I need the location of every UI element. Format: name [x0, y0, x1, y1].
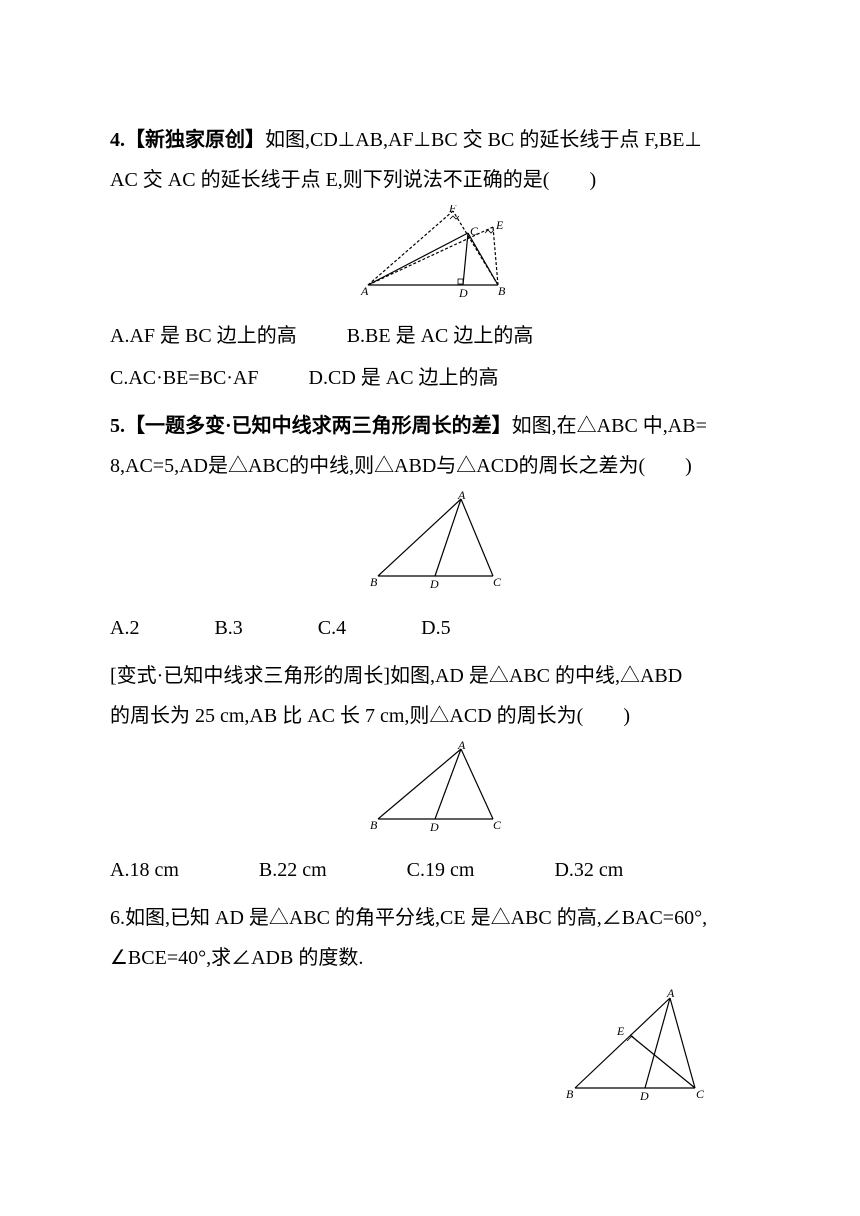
svg-text:E: E [495, 218, 504, 232]
q5-tag: 【一题多变·已知中线求两三角形周长的差】 [125, 415, 512, 437]
q6-line2: ∠BCE=40°,求∠ADB 的度数. [110, 938, 760, 978]
svg-text:C: C [696, 1087, 705, 1101]
svg-text:A: A [457, 491, 466, 502]
q5-options: A.2 B.3 C.4 D.5 [110, 608, 760, 648]
svg-text:A: A [457, 741, 466, 752]
svg-text:D: D [639, 1089, 649, 1103]
q5-line2: 8,AC=5,AD是△ABC的中线,则△ABD与△ACD的周长之差为( ) [110, 446, 760, 486]
q5v-option-a: A.18 cm [110, 850, 179, 890]
q4-option-b: B.BE 是 AC 边上的高 [347, 316, 534, 356]
svg-text:D: D [429, 577, 439, 589]
q5v-line2: 的周长为 25 cm,AB 比 AC 长 7 cm,则△ACD 的周长为( ) [110, 696, 760, 736]
q6-figure: A B C D E [110, 988, 760, 1117]
svg-text:B: B [566, 1087, 574, 1101]
svg-text:D: D [458, 286, 468, 297]
q5-text1: 如图,在△ABC 中,AB= [512, 415, 707, 437]
q4-line1: 4.【新独家原创】如图,CD⊥AB,AF⊥BC 交 BC 的延长线于点 F,BE… [110, 120, 760, 160]
question-5: 5.【一题多变·已知中线求两三角形周长的差】如图,在△ABC 中,AB= 8,A… [110, 406, 760, 648]
q5v-line1: [变式·已知中线求三角形的周长]如图,AD 是△ABC 的中线,△ABD [110, 656, 760, 696]
q6-line1: 6.如图,已知 AD 是△ABC 的角平分线,CE 是△ABC 的高,∠BAC=… [110, 898, 760, 938]
q4-line2: AC 交 AC 的延长线于点 E,则下列说法不正确的是( ) [110, 160, 760, 200]
svg-text:F: F [448, 205, 457, 215]
svg-text:E: E [616, 1024, 625, 1038]
q5v-option-b: B.22 cm [259, 850, 327, 890]
q5-option-d: D.5 [421, 608, 450, 648]
svg-text:B: B [370, 818, 378, 831]
q4-options-row2: C.AC·BE=BC·AF D.CD 是 AC 边上的高 [110, 358, 760, 398]
q4-figure: A B C D E F [110, 205, 760, 311]
q5-figure: A B C D [110, 491, 760, 603]
q5v-text1: 如图,AD 是△ABC 的中线,△ABD [390, 665, 682, 687]
q5-option-c: C.4 [318, 608, 346, 648]
q5v-tag: [变式·已知中线求三角形的周长] [110, 665, 390, 687]
q4-text1: 如图,CD⊥AB,AF⊥BC 交 BC 的延长线于点 F,BE⊥ [265, 129, 702, 151]
q5-option-b: B.3 [214, 608, 242, 648]
svg-text:B: B [370, 575, 378, 589]
q6-prefix: 6. [110, 907, 125, 929]
q4-prefix: 4. [110, 129, 125, 151]
q4-option-a: A.AF 是 BC 边上的高 [110, 316, 297, 356]
svg-text:C: C [470, 224, 479, 238]
q5-option-a: A.2 [110, 608, 139, 648]
q4-option-c: C.AC·BE=BC·AF [110, 358, 259, 398]
q5-prefix: 5. [110, 415, 125, 437]
svg-text:D: D [429, 820, 439, 831]
svg-text:B: B [498, 284, 506, 297]
q4-option-d: D.CD 是 AC 边上的高 [309, 358, 499, 398]
question-6: 6.如图,已知 AD 是△ABC 的角平分线,CE 是△ABC 的高,∠BAC=… [110, 898, 760, 1117]
q5v-figure: A B C D [110, 741, 760, 845]
q5v-option-d: D.32 cm [554, 850, 623, 890]
question-5-variant: [变式·已知中线求三角形的周长]如图,AD 是△ABC 的中线,△ABD 的周长… [110, 656, 760, 890]
svg-text:C: C [493, 818, 502, 831]
svg-text:A: A [666, 988, 675, 1000]
question-4: 4.【新独家原创】如图,CD⊥AB,AF⊥BC 交 BC 的延长线于点 F,BE… [110, 120, 760, 398]
q5v-option-c: C.19 cm [407, 850, 475, 890]
q4-options-row1: A.AF 是 BC 边上的高 B.BE 是 AC 边上的高 [110, 316, 760, 356]
q5-line1: 5.【一题多变·已知中线求两三角形周长的差】如图,在△ABC 中,AB= [110, 406, 760, 446]
q4-tag: 【新独家原创】 [125, 129, 265, 151]
q6-text1: 如图,已知 AD 是△ABC 的角平分线,CE 是△ABC 的高,∠BAC=60… [125, 907, 707, 929]
q5v-options: A.18 cm B.22 cm C.19 cm D.32 cm [110, 850, 760, 890]
svg-text:C: C [493, 575, 502, 589]
svg-text:A: A [360, 284, 369, 297]
